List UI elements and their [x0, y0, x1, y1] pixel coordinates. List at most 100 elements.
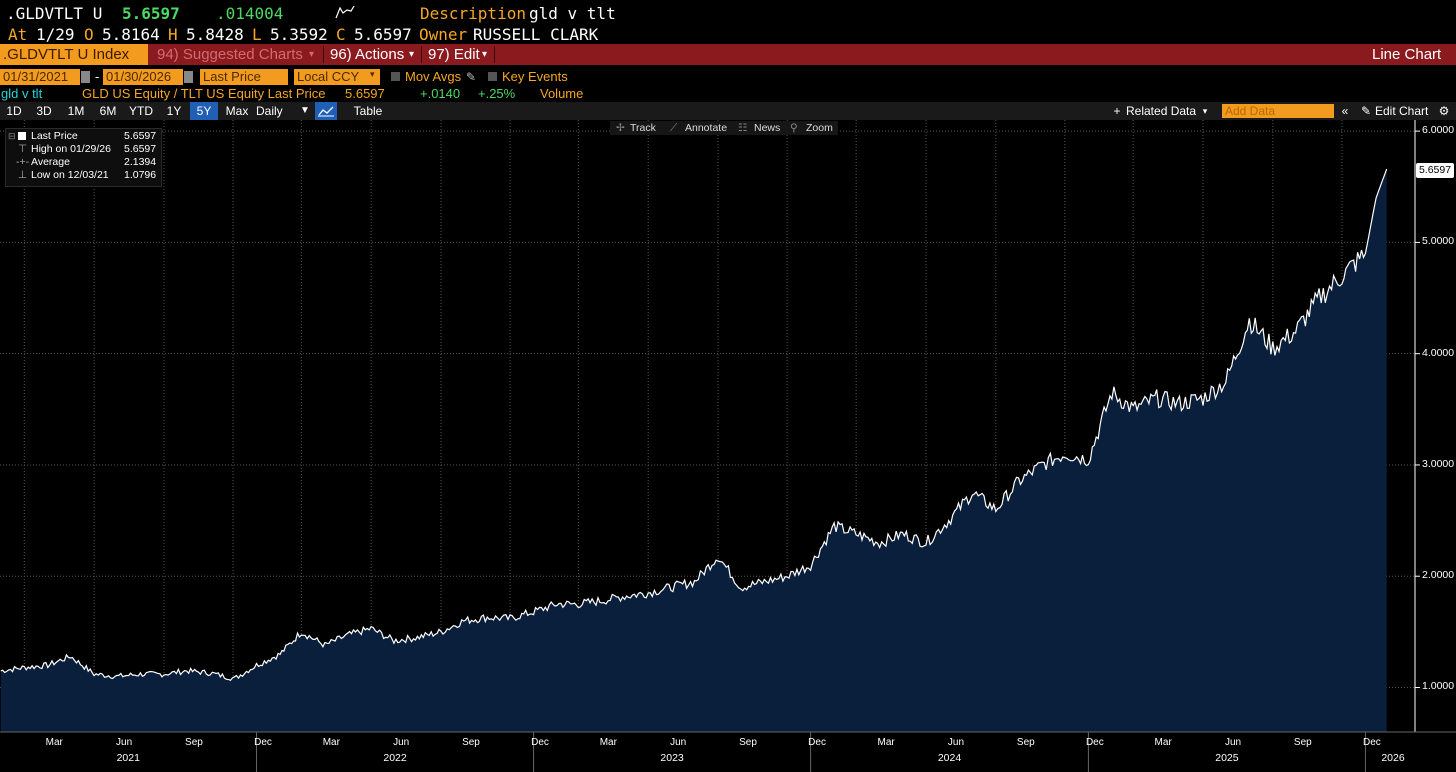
average-marker-icon: -+-	[16, 156, 30, 168]
price-chart[interactable]	[0, 120, 1456, 772]
start-date-field[interactable]: 01/31/2021	[0, 69, 80, 85]
gear-icon[interactable]: ⚙	[1438, 104, 1450, 118]
volume-label[interactable]: Volume	[540, 86, 584, 101]
x-tick-label: Dec	[254, 737, 272, 748]
period-1y[interactable]: 1Y	[166, 104, 182, 118]
year-label: 2022	[383, 752, 407, 764]
x-tick-label: Mar	[45, 737, 63, 748]
x-tick-label: Mar	[877, 737, 895, 748]
news-button[interactable]: News	[754, 122, 781, 134]
high-marker-icon: ⊤	[18, 143, 28, 155]
chevron-down-icon: ▾	[1202, 106, 1208, 116]
currency-select[interactable]: Local CCY	[294, 69, 380, 85]
suggested-charts-menu[interactable]: 94) Suggested Charts	[157, 46, 303, 63]
x-tick-label: Mar	[599, 737, 617, 748]
x-tick-label: Mar	[1154, 737, 1172, 748]
mov-avgs-checkbox[interactable]	[391, 72, 400, 81]
price-area	[0, 169, 1387, 732]
legend-low-label: Low on 12/03/21	[31, 169, 109, 181]
field-select[interactable]: Last Price	[200, 69, 288, 85]
calendar-icon[interactable]	[81, 71, 90, 83]
open-label: O	[84, 25, 94, 44]
chart-tools: ✢ Track ⟋ Annotate ☷ News ⚲ Zoom	[610, 121, 838, 135]
key-events-label: Key Events	[502, 69, 568, 84]
period-3d[interactable]: 3D	[36, 104, 52, 118]
period-1m[interactable]: 1M	[67, 104, 85, 118]
quote-header: .GLDVTLT U 5.6597 .014004 Description gl…	[0, 0, 1456, 24]
x-tick-label: Dec	[808, 737, 826, 748]
plus-icon: +	[1113, 104, 1121, 118]
pencil-icon[interactable]: ✎	[1360, 104, 1372, 118]
low-label: L	[252, 25, 262, 44]
end-date-field[interactable]: 01/30/2026	[103, 69, 183, 85]
news-icon: ☷	[738, 122, 748, 134]
at-date: 1/29	[36, 25, 75, 44]
key-events-checkbox[interactable]	[488, 72, 497, 81]
actions-menu[interactable]: 96) Actions	[330, 46, 405, 63]
security-field[interactable]: .GLDVTLT U Index	[0, 44, 148, 65]
track-button[interactable]: Track	[630, 122, 656, 134]
chevron-down-icon: ▾	[482, 49, 488, 60]
y-tick-label: 2.0000	[1422, 569, 1455, 582]
table-button[interactable]: Table	[353, 104, 383, 118]
legend-high-label: High on 01/29/26	[31, 143, 111, 155]
track-icon: ✢	[616, 122, 625, 134]
period-5y[interactable]: 5Y	[190, 102, 218, 120]
y-tick-label: 6.0000	[1422, 124, 1455, 137]
chart-toolbar: 01/31/2021 - 01/30/2026 Last Price Local…	[0, 67, 1456, 87]
low-marker-icon: ⊥	[18, 169, 28, 181]
chevron-down-icon: ▾	[309, 49, 315, 60]
x-tick-label: Mar	[322, 737, 340, 748]
period-1d[interactable]: 1D	[6, 104, 22, 118]
line-chart-icon[interactable]	[315, 102, 337, 120]
x-tick-label: Jun	[393, 737, 410, 748]
collapse-icon[interactable]: «	[1341, 104, 1349, 118]
chevron-down-icon: ▾	[409, 49, 415, 60]
chart-legend[interactable]: ⊟ Last Price 5.6597 ⊤ High on 01/29/26 5…	[5, 128, 162, 187]
period-6m[interactable]: 6M	[99, 104, 117, 118]
frequency-select[interactable]: Daily	[256, 104, 283, 118]
edit-menu[interactable]: 97) Edit	[428, 46, 480, 63]
x-tick-label: Sep	[1016, 737, 1035, 748]
year-label: 2023	[660, 752, 684, 764]
annotate-button[interactable]: Annotate	[685, 122, 728, 134]
related-data-menu[interactable]: Related Data	[1126, 104, 1197, 118]
high-value: 5.8428	[186, 25, 244, 44]
y-tick-label: 3.0000	[1422, 457, 1455, 470]
year-label: 2021	[116, 752, 140, 764]
y-tick-label: 4.0000	[1422, 346, 1455, 359]
net-change: .014004	[216, 4, 284, 23]
x-tick-label: Dec	[531, 737, 549, 748]
calendar-icon[interactable]	[184, 71, 193, 83]
x-tick-label: Sep	[462, 737, 480, 748]
x-tick-label: Sep	[739, 737, 757, 748]
x-tick-label: Jun	[116, 737, 133, 748]
high-label: H	[168, 25, 178, 44]
zoom-button[interactable]: Zoom	[806, 122, 833, 134]
add-data-input[interactable]: Add Data	[1222, 104, 1334, 118]
low-value: 5.3592	[270, 25, 328, 44]
legend-avg-label: Average	[31, 156, 70, 168]
sparkline-icon	[335, 5, 355, 19]
description-label: Description	[420, 4, 526, 23]
close-value: 5.6597	[354, 25, 412, 44]
legend-last-value: 5.6597	[124, 130, 157, 142]
year-label: 2025	[1215, 752, 1239, 764]
period-ytd[interactable]: YTD	[129, 104, 153, 118]
security-legend-row: gld v tlt GLD US Equity / TLT US Equity …	[0, 86, 1456, 102]
x-tick-label: Jun	[670, 737, 687, 748]
series-pct-change: +.25%	[478, 86, 516, 101]
menu-bar: .GLDVTLT U Index 94) Suggested Charts ▾ …	[0, 44, 1456, 65]
series-name: gld v tlt	[1, 86, 43, 101]
x-tick-label: Sep	[185, 737, 203, 748]
collapse-icon[interactable]: ⊟	[8, 131, 16, 141]
period-max[interactable]: Max	[225, 104, 249, 118]
series-change: +.0140	[420, 86, 461, 101]
chart-type-label: Line Chart	[1372, 46, 1442, 63]
annotate-icon: ⟋	[670, 122, 678, 134]
pencil-icon[interactable]: ✎	[466, 70, 477, 84]
zoom-icon: ⚲	[790, 122, 798, 134]
year-label: 2024	[937, 752, 962, 764]
edit-chart-button[interactable]: Edit Chart	[1375, 104, 1429, 118]
y-tick-label: 5.0000	[1422, 235, 1455, 248]
